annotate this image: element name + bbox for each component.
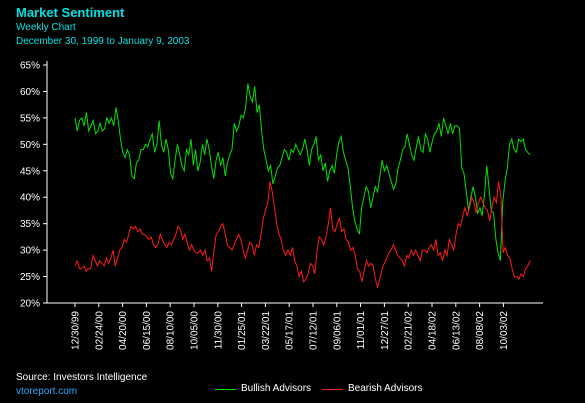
- legend-swatch-bearish: [322, 389, 343, 390]
- y-tick-label: 40%: [20, 193, 40, 204]
- y-tick-label: 45%: [20, 166, 40, 177]
- x-tick-label: 05/17/01: [285, 311, 296, 350]
- x-tick-label: 10/03/02: [499, 311, 510, 350]
- x-tick-label: 10/05/00: [190, 311, 201, 350]
- x-tick-label: 01/25/01: [237, 311, 248, 350]
- x-tick-label: 08/08/02: [475, 311, 486, 350]
- x-tick-label: 06/15/00: [142, 311, 153, 350]
- y-tick-label: 25%: [20, 272, 40, 283]
- y-tick-label: 35%: [20, 219, 40, 230]
- legend-swatch-bullish: [215, 389, 236, 390]
- x-tick-label: 08/10/00: [166, 311, 177, 350]
- x-tick-label: 07/12/01: [309, 311, 320, 350]
- site-link[interactable]: vtoreport.com: [16, 386, 78, 397]
- y-tick-label: 55%: [20, 113, 40, 124]
- chart-date-range: December 30, 1999 to January 9, 2003: [16, 36, 190, 47]
- x-tick-label: 06/13/02: [451, 311, 462, 350]
- x-tick-label: 04/20/00: [118, 311, 129, 350]
- x-tick-label: 03/22/01: [261, 311, 272, 350]
- x-tick-label: 12/27/01: [380, 311, 391, 350]
- x-tick-label: 02/24/00: [94, 311, 105, 350]
- x-tick-label: 12/30/99: [71, 311, 82, 350]
- chart-title: Market Sentiment: [16, 5, 125, 20]
- x-tick-label: 11/01/01: [356, 311, 367, 350]
- series-line-bullish: [74, 83, 531, 261]
- series-line-bearish: [74, 181, 531, 289]
- x-tick-label: 04/18/02: [428, 311, 439, 350]
- x-tick-label: 11/30/00: [213, 311, 224, 350]
- legend-label-bearish: Bearish Advisors: [348, 383, 423, 394]
- legend-label-bullish: Bullish Advisors: [241, 383, 312, 394]
- y-tick-label: 20%: [20, 299, 40, 310]
- x-tick-label: 09/06/01: [332, 311, 343, 350]
- source-note: Source: Investors Intelligence: [16, 372, 148, 383]
- x-tick-label: 02/21/02: [404, 311, 415, 350]
- y-tick-label: 65%: [20, 61, 40, 72]
- chart-subtitle: Weekly Chart: [16, 22, 76, 33]
- y-tick-label: 30%: [20, 246, 40, 257]
- y-tick-label: 60%: [20, 87, 40, 98]
- y-tick-label: 50%: [20, 140, 40, 151]
